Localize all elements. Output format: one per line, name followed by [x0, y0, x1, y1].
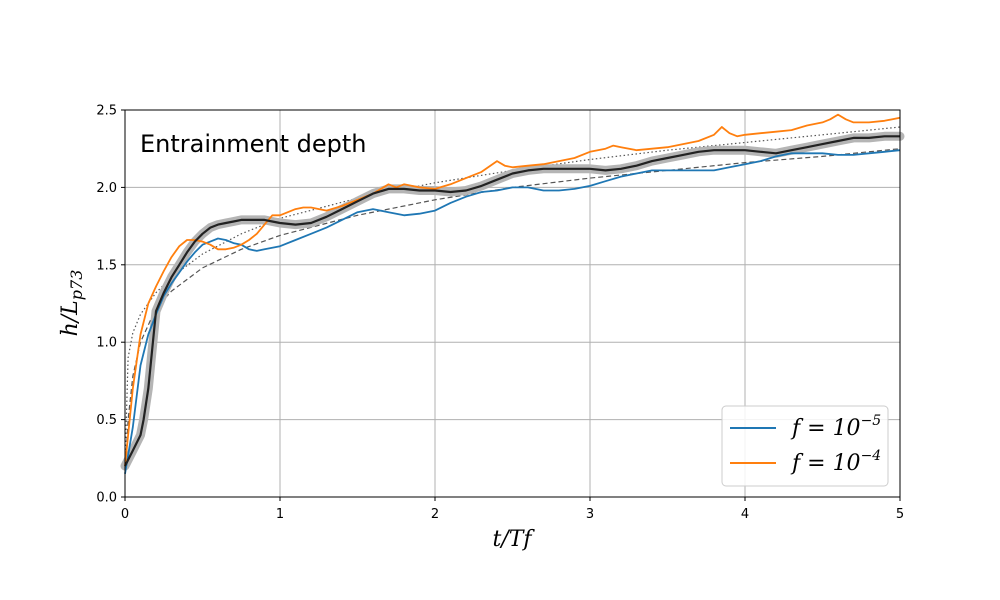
x-tick-label: 0: [121, 507, 129, 522]
ticks: 0 1 2 3 4 5 0.0 0.5 1.0 1.5 2.0 2.5: [96, 104, 904, 523]
y-tick-label: 2.5: [96, 104, 117, 119]
y-tick-label: 0.0: [96, 491, 117, 506]
x-tick-label: 4: [741, 507, 749, 522]
legend-box: [721, 405, 889, 487]
y-axis-title-main: h/L: [58, 300, 83, 336]
x-tick-label: 3: [586, 507, 594, 522]
legend-label-orange: f = 10−4: [790, 448, 881, 476]
axes-frame: [124, 109, 901, 498]
y-tick-label: 2.0: [96, 181, 117, 196]
y-tick-label: 1.0: [96, 336, 117, 351]
series-line-f-1e-5: [124, 149, 901, 474]
plot-area: [120, 113, 905, 474]
series-mean-line: [124, 135, 900, 467]
y-axis-title: h/Lp73: [58, 270, 86, 337]
legend-label-blue: f = 10−5: [790, 413, 881, 441]
chart-annotation: Entrainment depth: [140, 130, 367, 158]
legend: f = 10−5 f = 10−4: [721, 405, 889, 487]
x-axis-title: t/Tf: [492, 527, 535, 552]
y-tick-label: 0.5: [96, 413, 117, 428]
y-axis-title-subscript: p73: [67, 270, 86, 301]
y-tick-label: 1.5: [96, 258, 117, 273]
series-line-f-1e-4: [124, 113, 901, 467]
x-tick-label: 1: [276, 507, 284, 522]
x-tick-label: 5: [896, 507, 904, 522]
x-tick-label: 2: [431, 507, 439, 522]
